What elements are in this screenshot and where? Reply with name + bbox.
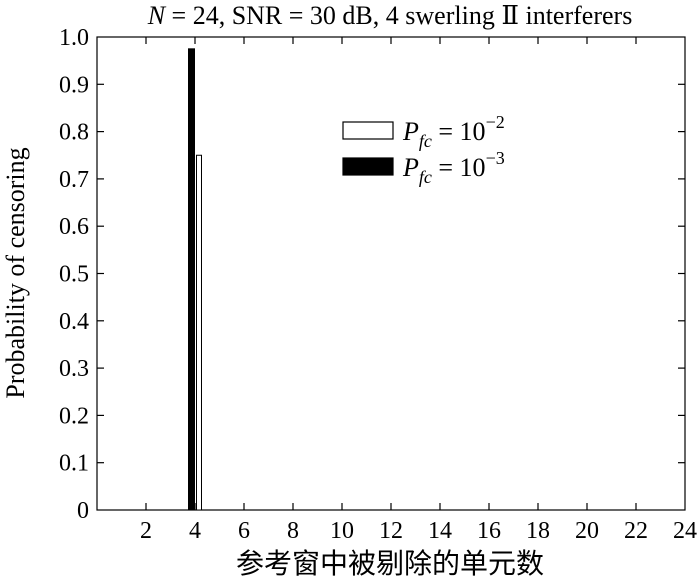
y-tick-label: 0 <box>77 498 89 524</box>
x-tick-label: 24 <box>673 518 697 544</box>
title-rest: = 24, SNR = 30 dB, 4 swerling Ⅱ interfer… <box>165 1 632 30</box>
legend-p-symbol: P <box>402 153 419 182</box>
y-tick-label: 0.3 <box>59 356 89 382</box>
y-tick-label: 0.7 <box>59 167 89 193</box>
y-axis-label: Probability of censoring <box>1 147 30 398</box>
bar-pfc2 <box>196 154 202 511</box>
x-tick-label: 18 <box>526 518 550 544</box>
legend: Pfc = 10−2 Pfc = 10−3 <box>342 112 505 187</box>
x-tick-label: 10 <box>330 518 354 544</box>
y-axis-ticks: 0 0.1 0.2 0.3 0.4 0.5 0.6 0.7 0.8 0.9 1.0 <box>59 25 685 524</box>
x-axis-label: 参考窗中被剔除的单元数 <box>236 547 544 580</box>
x-tick-label: 8 <box>287 518 299 544</box>
y-tick-label: 0.2 <box>59 403 89 429</box>
y-tick-label: 0.5 <box>59 262 89 288</box>
x-tick-label: 14 <box>428 518 452 544</box>
y-tick-label: 0.4 <box>59 309 89 335</box>
legend-sub: fc <box>419 167 432 187</box>
legend-exp: −2 <box>486 112 505 132</box>
x-tick-label: 16 <box>477 518 501 544</box>
y-tick-label: 1.0 <box>59 25 89 51</box>
bar-pfc3 <box>188 48 195 511</box>
y-tick-label: 0.6 <box>59 214 89 240</box>
legend-swatch-pfc2 <box>342 121 394 140</box>
legend-p-symbol: P <box>402 117 419 146</box>
plot-frame <box>96 36 686 511</box>
legend-swatch-pfc3 <box>342 157 394 176</box>
x-tick-label: 20 <box>575 518 599 544</box>
x-tick-label: 2 <box>140 518 152 544</box>
title-n-symbol: N <box>147 1 167 30</box>
bars <box>188 48 202 511</box>
chart-title: N = 24, SNR = 30 dB, 4 swerling Ⅱ interf… <box>147 1 633 30</box>
legend-eq: = 10 <box>432 117 486 146</box>
y-tick-label: 0.9 <box>59 72 89 98</box>
legend-exp: −3 <box>486 148 505 168</box>
y-tick-label: 0.1 <box>59 451 89 477</box>
legend-sub: fc <box>419 131 432 151</box>
x-tick-label: 6 <box>238 518 250 544</box>
x-tick-label: 12 <box>379 518 403 544</box>
x-tick-label: 22 <box>624 518 648 544</box>
legend-label-pfc2: Pfc = 10−2 <box>402 112 505 151</box>
y-tick-label: 0.8 <box>59 120 89 146</box>
legend-label-pfc3: Pfc = 10−3 <box>402 148 505 187</box>
x-tick-label: 4 <box>189 518 201 544</box>
legend-eq: = 10 <box>432 153 486 182</box>
x-axis-ticks: 2 4 6 8 10 12 14 16 18 20 22 24 <box>140 37 697 544</box>
